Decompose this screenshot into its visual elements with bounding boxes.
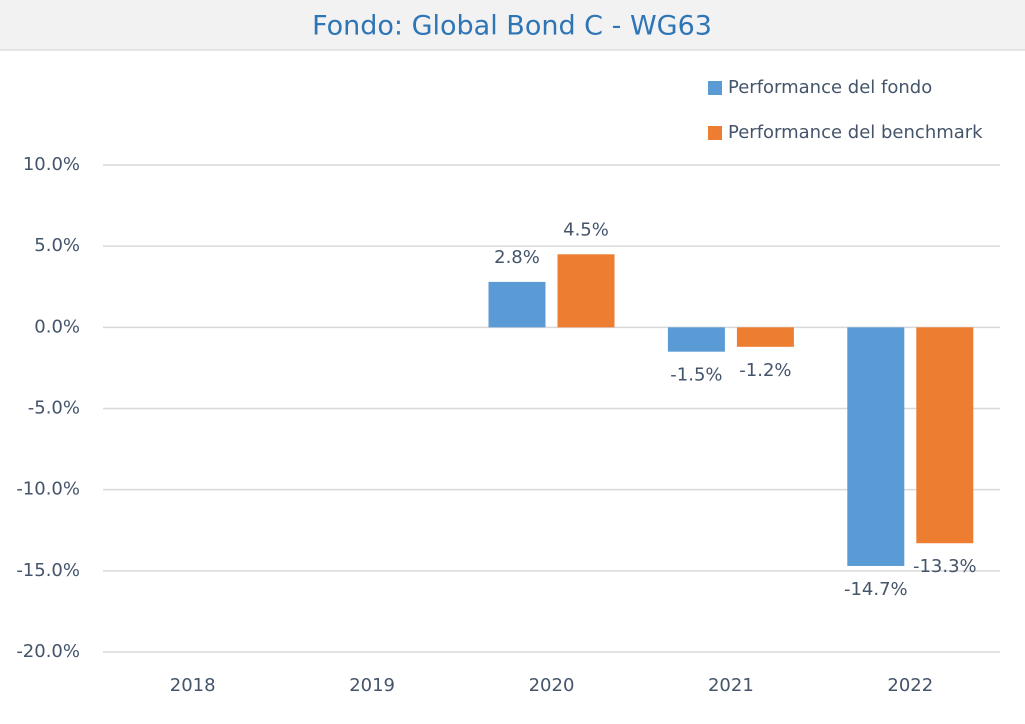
title-band — [0, 0, 1025, 50]
bar — [916, 327, 974, 544]
bar — [736, 327, 794, 347]
data-label: -1.2% — [739, 360, 791, 381]
x-tick-label: 2018 — [170, 675, 216, 696]
y-tick-label: -15.0% — [16, 560, 80, 581]
legend-label: Performance del benchmark — [728, 122, 983, 143]
bar — [667, 327, 725, 352]
data-label: 2.8% — [494, 247, 540, 268]
legend-swatch — [708, 126, 722, 140]
bar — [847, 327, 905, 566]
x-tick-label: 2019 — [349, 675, 395, 696]
legend-swatch — [708, 81, 722, 95]
bar — [488, 281, 546, 328]
data-label: -13.3% — [913, 556, 977, 577]
data-label: -14.7% — [844, 579, 908, 600]
data-label: -1.5% — [670, 365, 722, 386]
bar — [557, 254, 615, 328]
data-label: 4.5% — [563, 219, 609, 240]
chart-title: Fondo: Global Bond C - WG63 — [312, 11, 712, 42]
y-tick-label: -10.0% — [16, 479, 80, 500]
x-tick-label: 2021 — [708, 675, 754, 696]
y-tick-label: 5.0% — [34, 235, 80, 256]
y-tick-label: 0.0% — [34, 316, 80, 337]
x-tick-label: 2022 — [887, 675, 933, 696]
x-tick-label: 2020 — [529, 675, 575, 696]
y-tick-label: -20.0% — [16, 641, 80, 662]
legend-label: Performance del fondo — [728, 77, 932, 98]
y-tick-label: 10.0% — [23, 154, 80, 175]
y-tick-label: -5.0% — [28, 398, 80, 419]
